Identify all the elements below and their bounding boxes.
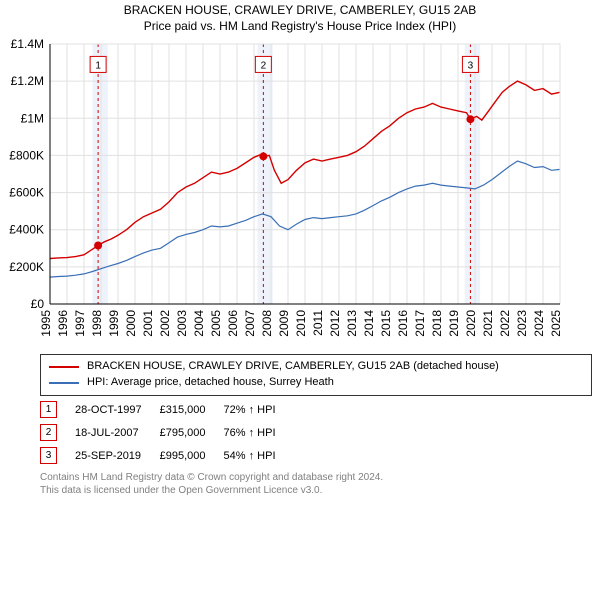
svg-text:2024: 2024 <box>532 310 546 337</box>
svg-text:2003: 2003 <box>175 310 189 337</box>
sale-delta: 54% ↑ HPI <box>224 444 294 467</box>
svg-text:2013: 2013 <box>345 310 359 337</box>
svg-text:2011: 2011 <box>311 310 325 336</box>
svg-text:£0: £0 <box>31 297 45 311</box>
sale-index-badge: 2 <box>40 424 57 441</box>
svg-text:2018: 2018 <box>430 310 444 337</box>
svg-text:£600K: £600K <box>9 186 44 200</box>
svg-text:1997: 1997 <box>73 310 87 337</box>
svg-text:2005: 2005 <box>209 310 223 337</box>
title-line-1: BRACKEN HOUSE, CRAWLEY DRIVE, CAMBERLEY,… <box>4 2 596 18</box>
sale-date: 28-OCT-1997 <box>75 398 160 421</box>
svg-text:2021: 2021 <box>481 310 495 337</box>
sale-delta: 76% ↑ HPI <box>224 421 294 444</box>
svg-text:£200K: £200K <box>9 260 44 274</box>
svg-text:2001: 2001 <box>141 310 155 337</box>
sale-price: £995,000 <box>160 444 224 467</box>
svg-text:2022: 2022 <box>498 310 512 337</box>
footer-line-2: This data is licensed under the Open Gov… <box>40 484 592 497</box>
svg-text:2019: 2019 <box>447 310 461 337</box>
legend-label: HPI: Average price, detached house, Surr… <box>87 375 334 391</box>
svg-text:1998: 1998 <box>90 310 104 337</box>
svg-text:2: 2 <box>261 61 267 72</box>
svg-text:£1M: £1M <box>21 112 44 126</box>
svg-text:2016: 2016 <box>396 310 410 337</box>
svg-text:1995: 1995 <box>39 310 53 337</box>
svg-text:2002: 2002 <box>158 310 172 337</box>
svg-text:£1.4M: £1.4M <box>11 38 44 51</box>
sale-index-badge: 3 <box>40 447 57 464</box>
svg-text:£400K: £400K <box>9 223 44 237</box>
sale-row: 1 28-OCT-1997£315,00072% ↑ HPI <box>40 398 294 421</box>
svg-text:£1.2M: £1.2M <box>11 75 44 89</box>
svg-text:£800K: £800K <box>9 149 44 163</box>
sales-table: 1 28-OCT-1997£315,00072% ↑ HPI 2 18-JUL-200… <box>40 398 592 467</box>
legend: BRACKEN HOUSE, CRAWLEY DRIVE, CAMBERLEY,… <box>40 354 592 396</box>
legend-item: BRACKEN HOUSE, CRAWLEY DRIVE, CAMBERLEY,… <box>49 359 583 375</box>
title-line-2: Price paid vs. HM Land Registry's House … <box>4 18 596 34</box>
sale-price: £795,000 <box>160 421 224 444</box>
svg-text:2007: 2007 <box>243 310 257 337</box>
svg-text:2025: 2025 <box>549 310 563 337</box>
sale-delta: 72% ↑ HPI <box>224 398 294 421</box>
footer-attribution: Contains HM Land Registry data © Crown c… <box>40 471 592 497</box>
svg-text:2008: 2008 <box>260 310 274 337</box>
legend-swatch <box>49 366 79 368</box>
legend-swatch <box>49 382 79 384</box>
sale-date: 25-SEP-2019 <box>75 444 160 467</box>
svg-text:1996: 1996 <box>56 310 70 337</box>
footer-line-1: Contains HM Land Registry data © Crown c… <box>40 471 592 484</box>
svg-text:2012: 2012 <box>328 310 342 337</box>
legend-label: BRACKEN HOUSE, CRAWLEY DRIVE, CAMBERLEY,… <box>87 359 499 375</box>
svg-text:2015: 2015 <box>379 310 393 337</box>
price-chart: £0£200K£400K£600K£800K£1M£1.2M£1.4M19951… <box>4 38 564 348</box>
sale-date: 18-JUL-2007 <box>75 421 160 444</box>
svg-text:1999: 1999 <box>107 310 121 337</box>
svg-text:2009: 2009 <box>277 310 291 337</box>
svg-text:2020: 2020 <box>464 310 478 337</box>
sale-row: 3 25-SEP-2019£995,00054% ↑ HPI <box>40 444 294 467</box>
svg-text:2017: 2017 <box>413 310 427 337</box>
svg-text:1: 1 <box>95 61 101 72</box>
sale-price: £315,000 <box>160 398 224 421</box>
chart-area: £0£200K£400K£600K£800K£1M£1.2M£1.4M19951… <box>4 38 596 348</box>
svg-text:2000: 2000 <box>124 310 138 337</box>
sale-index-badge: 1 <box>40 401 57 418</box>
svg-text:2004: 2004 <box>192 310 206 337</box>
legend-item: HPI: Average price, detached house, Surr… <box>49 375 583 391</box>
svg-text:2006: 2006 <box>226 310 240 337</box>
svg-text:2023: 2023 <box>515 310 529 337</box>
svg-text:2014: 2014 <box>362 310 376 337</box>
chart-title: BRACKEN HOUSE, CRAWLEY DRIVE, CAMBERLEY,… <box>4 2 596 34</box>
sale-row: 2 18-JUL-2007£795,00076% ↑ HPI <box>40 421 294 444</box>
svg-text:3: 3 <box>468 61 474 72</box>
svg-text:2010: 2010 <box>294 310 308 337</box>
